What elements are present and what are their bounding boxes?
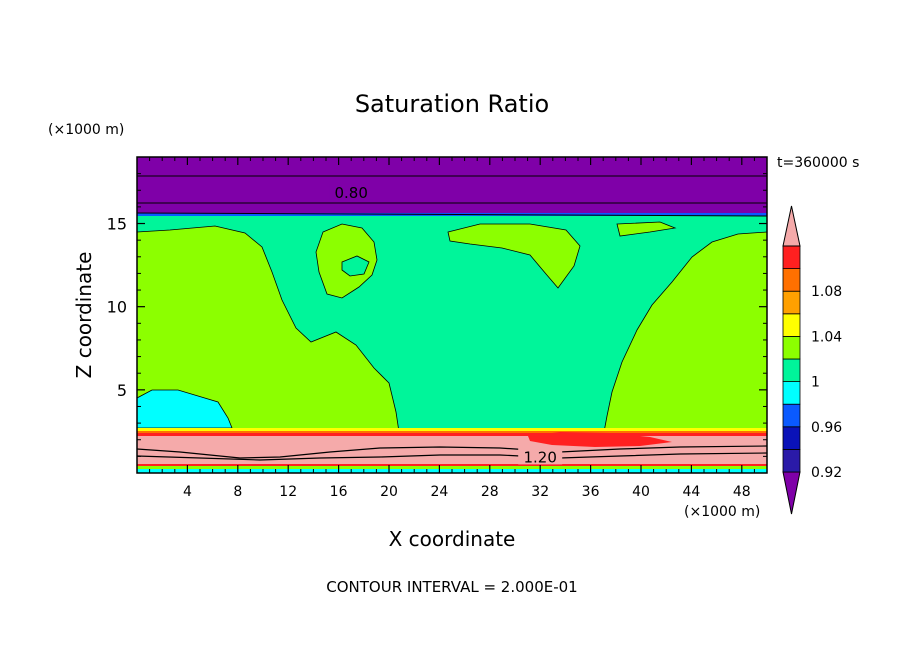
colorbar-under-arrow <box>782 471 801 515</box>
region-teal-blob-1 <box>341 255 370 277</box>
region-red-patch <box>528 432 672 447</box>
x-tick-label: 20 <box>380 484 398 500</box>
x-axis-ticks: 4 8 12 16 20 24 28 32 36 40 44 48 <box>149 157 755 500</box>
x-tick-label: 32 <box>531 484 549 500</box>
x-tick-label: 48 <box>733 484 751 500</box>
time-label: t=360000 s <box>777 155 859 171</box>
contour-label-bg <box>518 448 563 465</box>
x-tick-label: 24 <box>430 484 448 500</box>
region-green-left <box>137 225 400 433</box>
colorbar-tick-label: 0.96 <box>811 420 842 436</box>
contour-line-high-2 <box>137 452 767 461</box>
x-tick-label: 16 <box>330 484 348 500</box>
colorbar-tick-label: 1 <box>811 375 820 391</box>
x-tick-label: 28 <box>481 484 499 500</box>
y-axis-ticks: 5 10 15 <box>107 173 767 457</box>
x-unit-label: (×1000 m) <box>684 504 760 520</box>
x-tick-label: 36 <box>582 484 600 500</box>
contour-labels: 0.80 1.20 <box>329 183 563 466</box>
y-unit-label: (×1000 m) <box>48 122 124 138</box>
band-supersaturated <box>137 436 767 464</box>
region-green-blob-3 <box>616 221 677 237</box>
contour-line-top-3 <box>137 212 767 217</box>
contour-label-bg <box>329 183 374 200</box>
x-tick-label: 4 <box>183 484 192 500</box>
colorbar-swatch <box>782 335 801 360</box>
y-axis-label: Z coordinate <box>72 252 96 379</box>
contour-label: 1.20 <box>523 448 556 466</box>
chart-title: Saturation Ratio <box>355 90 549 118</box>
colorbar-swatch <box>782 268 801 292</box>
colorbar-swatch <box>782 358 801 383</box>
x-tick-label: 12 <box>279 484 297 500</box>
colorbar-swatch <box>782 381 801 405</box>
colorbar-tick-label: 0.92 <box>811 465 842 481</box>
contour-line-high-1 <box>137 445 767 459</box>
colorbar-swatch <box>782 403 801 428</box>
colorbar-tick-label: 1.08 <box>811 284 842 300</box>
contour-interval-note: CONTOUR INTERVAL = 2.000E-01 <box>326 578 577 596</box>
y-tick-label: 15 <box>107 215 127 234</box>
y-tick-label: 5 <box>117 381 127 400</box>
x-tick-label: 40 <box>632 484 650 500</box>
plot-area <box>137 157 767 473</box>
upper-dry-layer <box>137 157 767 215</box>
colorbar-swatch <box>782 448 801 473</box>
colorbar-swatch <box>782 245 801 270</box>
contour-label: 0.80 <box>334 184 367 202</box>
colorbar-swatch <box>782 426 801 450</box>
colorbar-tick-label: 1.04 <box>811 329 842 345</box>
x-axis-label: X coordinate <box>389 527 516 551</box>
colorbar: 0.92 0.96 1 1.04 1.08 <box>782 205 842 515</box>
region-green-blob-2 <box>447 223 581 289</box>
x-tick-label: 44 <box>682 484 700 500</box>
colorbar-over-arrow <box>782 205 801 247</box>
y-tick-label: 10 <box>107 298 127 317</box>
colorbar-swatch <box>782 290 801 315</box>
colorbar-swatch <box>782 313 801 337</box>
x-tick-label: 8 <box>233 484 242 500</box>
